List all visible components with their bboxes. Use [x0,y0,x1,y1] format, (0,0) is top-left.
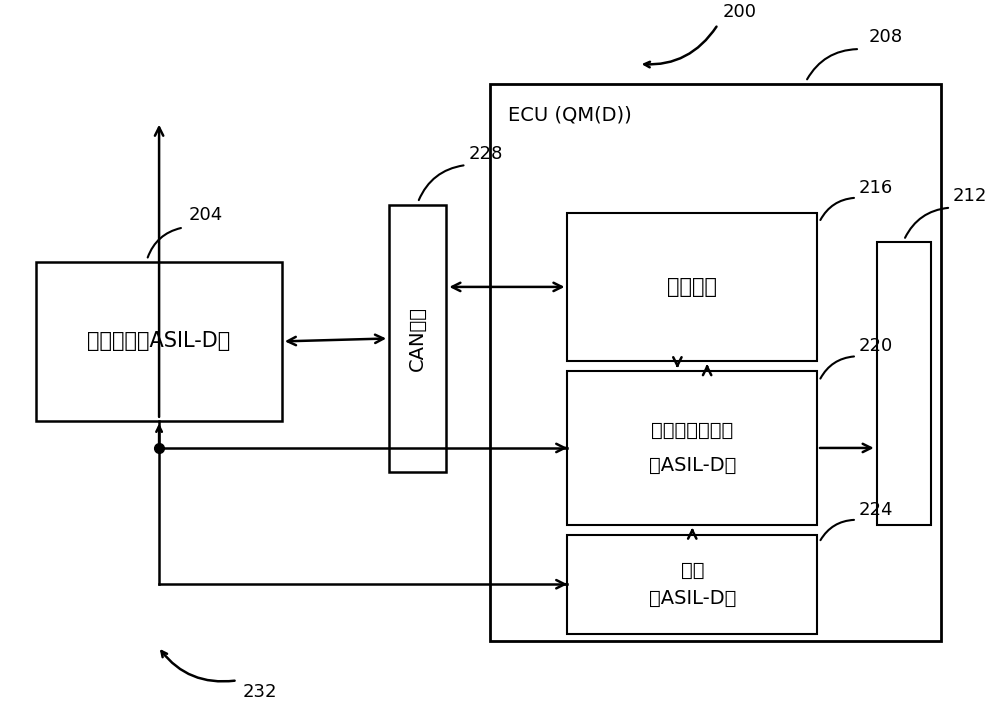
Text: CAN总线: CAN总线 [408,306,427,371]
Text: 216: 216 [859,179,893,197]
Bar [36,262,282,421]
Text: 232: 232 [242,684,277,701]
Bar [389,205,446,472]
Text: 域控制器（ASIL-D）: 域控制器（ASIL-D） [87,332,231,351]
Text: 200: 200 [723,4,757,22]
Bar [877,242,931,525]
Text: 电源: 电源 [681,561,704,580]
Text: ECU (QM(D)): ECU (QM(D)) [508,106,632,124]
Bar [567,371,817,525]
Text: （ASIL-D）: （ASIL-D） [649,589,736,607]
Text: 204: 204 [189,207,223,225]
Bar [490,84,941,640]
Bar [567,213,817,361]
Text: 致动器控制电路: 致动器控制电路 [651,421,733,439]
Text: 224: 224 [859,501,893,519]
Text: 微控制器: 微控制器 [667,277,717,297]
Text: 220: 220 [859,337,893,355]
Bar [567,535,817,634]
Text: 212: 212 [953,187,987,205]
Text: 208: 208 [869,28,903,46]
Text: （ASIL-D）: （ASIL-D） [649,456,736,475]
Text: 228: 228 [468,145,503,163]
